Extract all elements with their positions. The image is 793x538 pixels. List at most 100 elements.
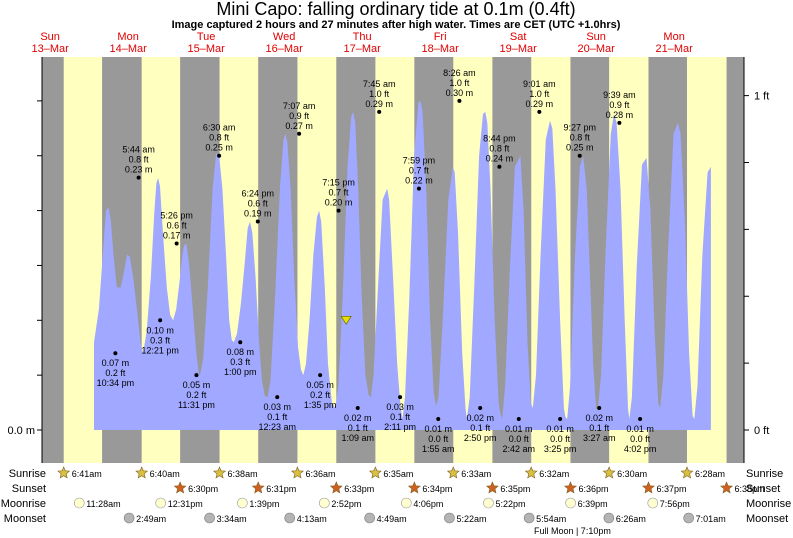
moonset-icon [603,512,615,524]
high-tide-time: 5:44 am [122,145,155,155]
tide-curve [94,100,711,431]
low-tide-meters: 0.10 m [146,325,174,335]
moonset-time: 6:26am [616,514,646,524]
low-tide-point [478,406,483,411]
moonrise-time: 4:06pm [413,499,443,509]
high-tide-point [297,131,302,136]
low-tide-point [355,406,360,411]
day-name: Wed [273,31,295,43]
day-date: 20–Mar [577,43,615,55]
low-tide-time: 1:09 am [341,433,374,443]
low-tide-meters: 0.03 m [386,402,414,412]
day-name: Mon [663,31,684,43]
low-tide-time: 3:27 am [583,433,616,443]
sunrise-icon [135,466,149,479]
low-tide-feet: 0.2 ft [310,390,331,400]
sunrise-time: 6:33am [461,469,491,479]
moonrise-time: 1:39pm [249,499,279,509]
moonset-icon [683,512,694,524]
moonset-time: 2:49am [136,514,166,524]
high-tide-point [217,153,222,158]
day-name: Sun [586,31,606,43]
moonrise-time: 12:31pm [168,499,203,509]
low-tide-meters: 0.01 m [546,424,574,434]
moonset-icon [123,512,135,524]
low-tide-time: 3:25 pm [544,444,577,454]
low-tide-point [113,351,118,356]
moonset-time: 5:22am [456,514,486,524]
low-tide-point [158,318,163,323]
low-tide-time: 2:11 pm [384,422,416,432]
high-tide-meters: 0.24 m [486,154,514,164]
low-tide-meters: 0.08 m [226,347,254,357]
moonrise-icon [647,497,659,509]
moonrise-time: 2:52pm [331,499,361,509]
axes: 0.0 m 0 ft 1 ft [7,57,769,463]
low-tide-feet: 0.1 ft [348,423,369,433]
low-tide-point [516,417,521,422]
sunrise-time: 6:41am [72,469,102,479]
low-tide-time: 12:23 am [258,422,296,432]
sunset-time: 6:35pm [500,484,530,494]
low-tide-meters: 0.02 m [466,413,494,423]
high-tide-time: 7:45 am [363,79,396,89]
day-date: 15–Mar [187,43,225,55]
day-name: Thu [353,31,372,43]
low-tide-meters: 0.05 m [183,380,211,390]
high-tide-point [136,175,141,180]
moonrise-time: 6:39pm [578,499,608,509]
moonset-icon [204,512,215,524]
day-date: 19–Mar [499,43,537,55]
low-tide-time: 1:55 am [422,444,455,454]
high-tide-feet: 0.9 ft [609,100,630,110]
low-tide-point [638,417,643,422]
low-tide-time: 2:50 pm [464,433,497,443]
sunset-time: 6:38pm [735,484,765,494]
low-tide-feet: 0.0 ft [509,434,530,444]
moonset-icon [523,512,535,524]
high-tide-point [497,164,502,169]
high-tide-meters: 0.20 m [325,198,353,208]
low-tide-time: 12:21 pm [141,345,179,355]
low-tide-point [597,406,602,411]
sunrise-icon [602,466,616,479]
high-tide-time: 5:26 pm [160,211,193,221]
low-tide-feet: 0.2 ft [186,390,207,400]
low-tide-meters: 0.07 m [102,358,130,368]
sunrise-time: 6:36am [305,469,335,479]
high-tide-feet: 0.8 ft [489,144,510,154]
low-tide-time: 1:35 pm [304,400,337,410]
low-tide-time: 11:31 pm [178,400,215,410]
low-tide-feet: 0.3 ft [230,357,251,367]
sunrise-time: 6:32am [539,469,569,479]
sunset-icon [329,481,343,494]
high-tide-feet: 0.8 ft [129,155,150,165]
row-label-right: Sunrise [746,468,783,480]
high-tide-point [416,186,421,191]
moonrise-icon [319,497,330,509]
sunset-time: 6:36pm [578,484,608,494]
low-tide-point [194,373,199,378]
high-tide-point [617,120,622,125]
low-tide-meters: 0.03 m [263,402,291,412]
high-tide-time: 7:15 pm [322,178,355,188]
low-tide-meters: 0.01 m [424,424,452,434]
high-tide-feet: 0.6 ft [248,199,269,209]
chart-subtitle: Image captured 2 hours and 27 minutes af… [172,19,621,31]
high-tide-point [377,109,382,114]
high-tide-feet: 1.0 ft [449,78,470,88]
moonset-time: 4:49am [377,514,407,524]
high-tide-feet: 1.0 ft [529,89,550,99]
high-tide-time: 8:44 pm [483,134,516,144]
sunset-icon [563,481,577,494]
moonrise-icon [155,497,166,509]
day-date: 13–Mar [31,43,69,55]
moonset-time: 7:01am [696,514,726,524]
low-tide-feet: 0.3 ft [150,335,171,345]
high-tide-point [457,98,462,103]
sunrise-icon [680,466,694,479]
sunrise-icon [368,466,382,479]
sunrise-icon [524,466,538,479]
row-label-right: Sunset [746,483,780,495]
